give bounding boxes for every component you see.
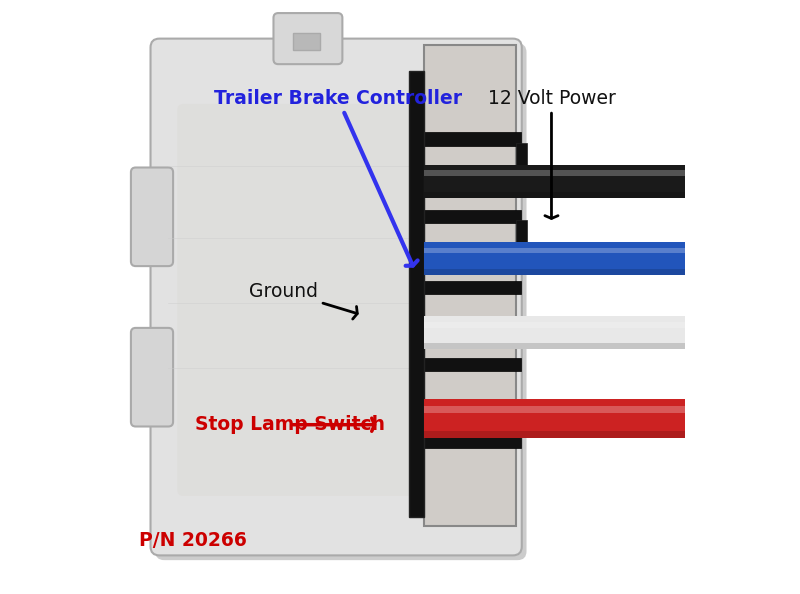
FancyBboxPatch shape	[424, 192, 685, 197]
Text: P/N 20266: P/N 20266	[138, 531, 246, 550]
FancyBboxPatch shape	[150, 39, 522, 555]
Text: 12 Volt Power: 12 Volt Power	[487, 89, 615, 219]
FancyBboxPatch shape	[424, 170, 685, 176]
FancyBboxPatch shape	[516, 143, 526, 166]
FancyBboxPatch shape	[155, 43, 526, 560]
FancyBboxPatch shape	[410, 132, 521, 146]
FancyBboxPatch shape	[131, 168, 173, 266]
Text: Trailer Brake Controller: Trailer Brake Controller	[214, 89, 462, 266]
FancyBboxPatch shape	[516, 220, 526, 244]
FancyBboxPatch shape	[424, 242, 685, 274]
FancyBboxPatch shape	[424, 316, 685, 349]
FancyBboxPatch shape	[410, 358, 521, 371]
FancyBboxPatch shape	[410, 281, 521, 294]
FancyBboxPatch shape	[410, 435, 521, 448]
FancyBboxPatch shape	[424, 322, 685, 328]
Text: Stop Lamp Switch: Stop Lamp Switch	[195, 415, 385, 434]
FancyBboxPatch shape	[274, 13, 342, 64]
FancyBboxPatch shape	[409, 71, 424, 517]
FancyBboxPatch shape	[424, 431, 685, 438]
FancyBboxPatch shape	[424, 406, 685, 413]
FancyBboxPatch shape	[424, 248, 685, 254]
FancyBboxPatch shape	[424, 343, 685, 349]
FancyBboxPatch shape	[293, 33, 320, 50]
FancyBboxPatch shape	[410, 210, 521, 223]
FancyBboxPatch shape	[424, 165, 685, 197]
Text: Ground: Ground	[249, 282, 358, 319]
FancyBboxPatch shape	[424, 400, 685, 438]
FancyBboxPatch shape	[424, 269, 685, 274]
FancyBboxPatch shape	[424, 45, 516, 526]
FancyBboxPatch shape	[178, 104, 415, 496]
FancyBboxPatch shape	[131, 328, 173, 426]
